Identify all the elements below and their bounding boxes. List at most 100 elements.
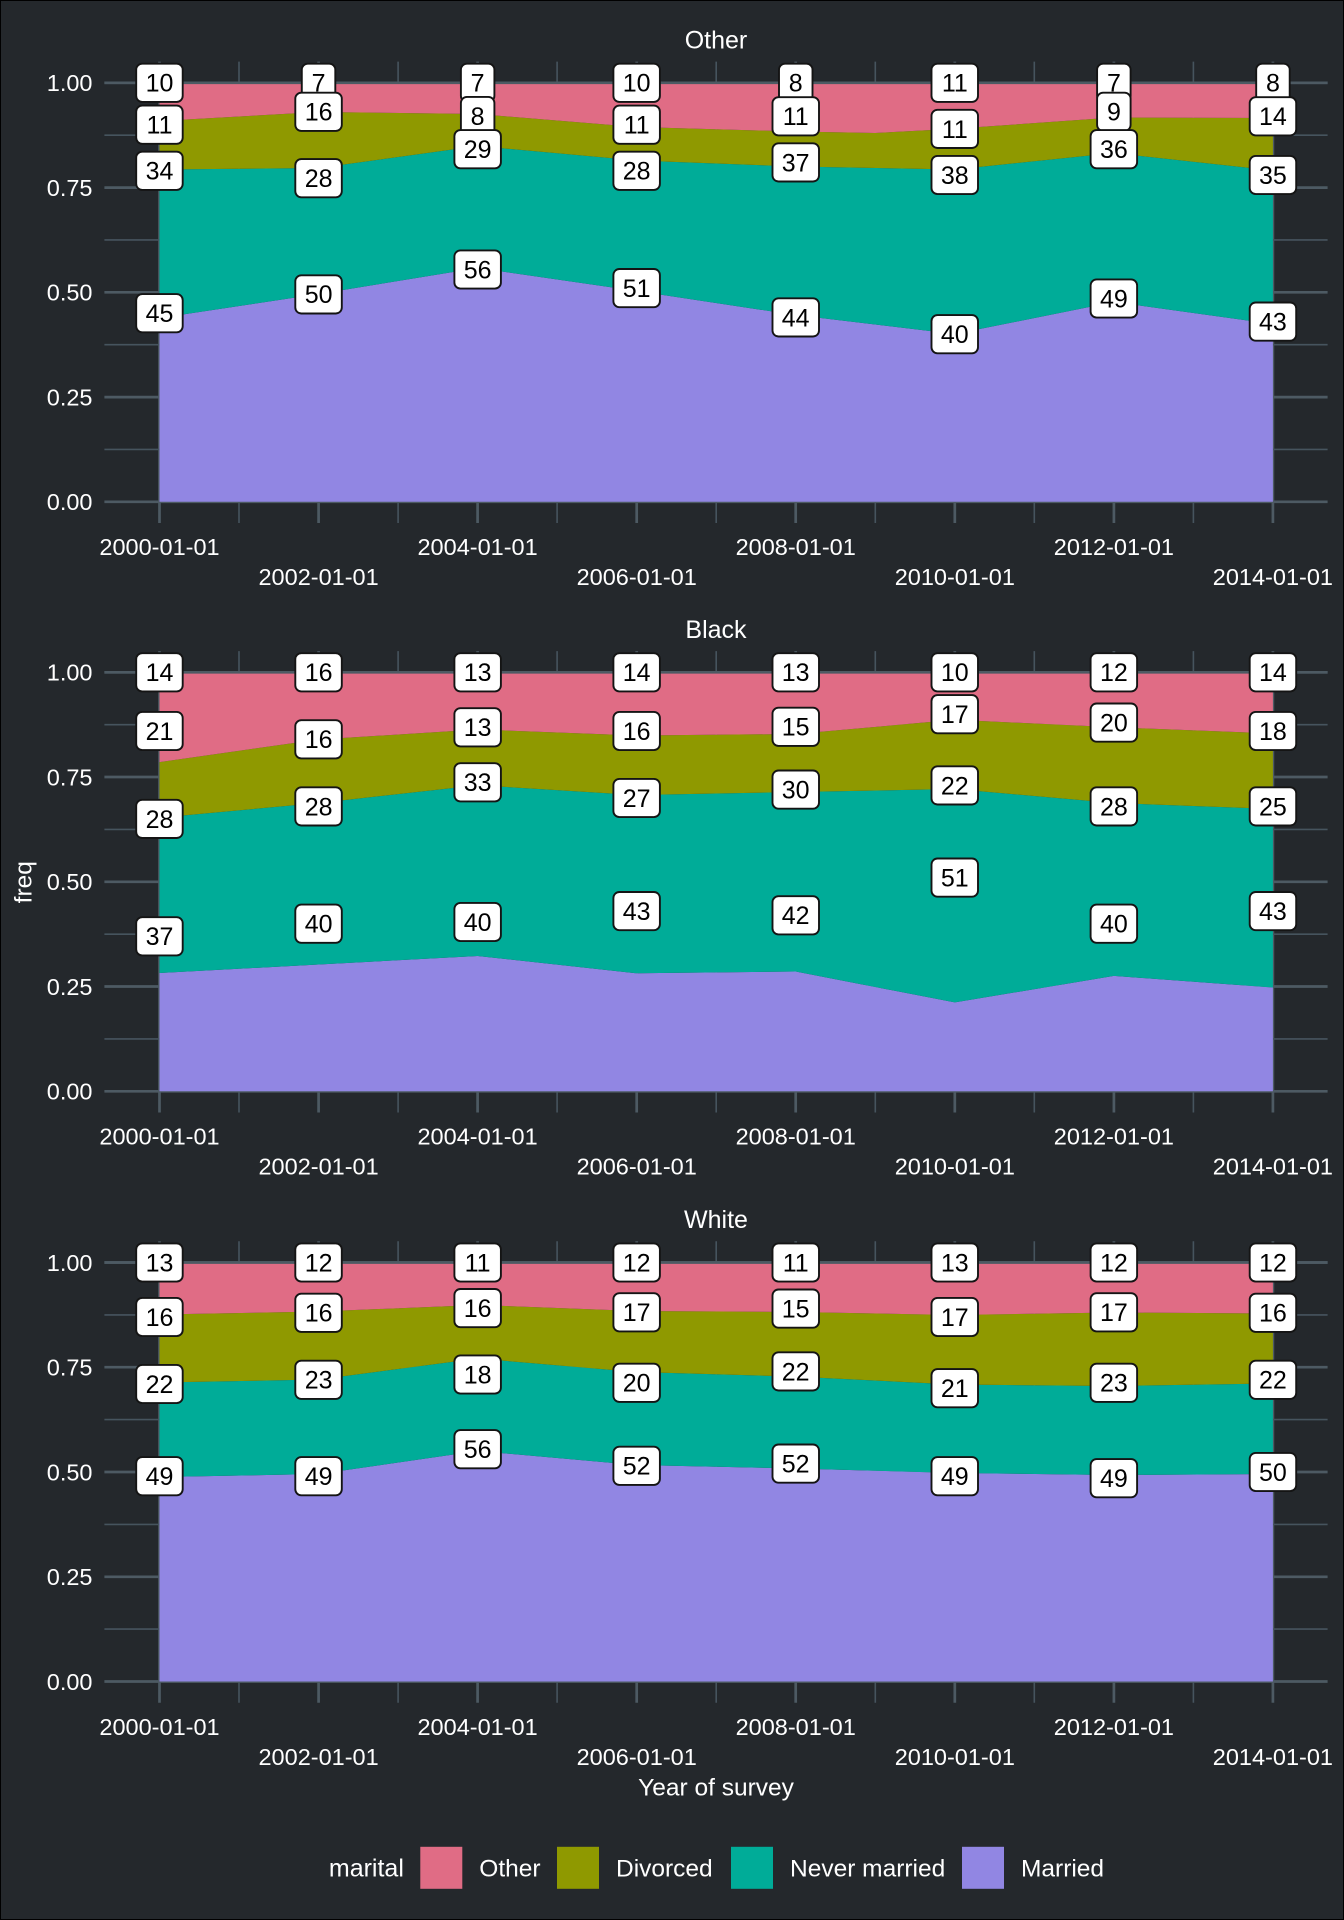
svg-text:43: 43 — [623, 898, 651, 926]
svg-text:12: 12 — [305, 1249, 333, 1277]
svg-text:16: 16 — [305, 726, 333, 754]
svg-text:40: 40 — [305, 911, 333, 939]
svg-text:11: 11 — [465, 1249, 491, 1277]
svg-text:0.00: 0.00 — [47, 489, 93, 515]
svg-text:40: 40 — [941, 321, 969, 349]
svg-text:52: 52 — [623, 1453, 651, 1481]
svg-text:16: 16 — [305, 659, 333, 687]
svg-text:33: 33 — [464, 769, 492, 797]
svg-text:2008-01-01: 2008-01-01 — [736, 1124, 856, 1150]
svg-text:2008-01-01: 2008-01-01 — [736, 534, 856, 560]
svg-text:13: 13 — [464, 659, 492, 687]
svg-text:50: 50 — [1259, 1459, 1287, 1487]
svg-text:2004-01-01: 2004-01-01 — [417, 534, 537, 560]
svg-text:11: 11 — [147, 112, 173, 140]
svg-text:2010-01-01: 2010-01-01 — [895, 1744, 1015, 1770]
svg-text:12: 12 — [1259, 1249, 1287, 1277]
svg-text:8: 8 — [789, 70, 803, 98]
svg-text:49: 49 — [146, 1463, 174, 1491]
svg-text:2010-01-01: 2010-01-01 — [895, 564, 1015, 590]
svg-text:Year of survey: Year of survey — [638, 1775, 794, 1802]
svg-text:56: 56 — [464, 1436, 492, 1464]
svg-text:30: 30 — [782, 777, 810, 805]
svg-text:49: 49 — [1100, 285, 1128, 313]
svg-text:15: 15 — [782, 1296, 810, 1324]
svg-text:11: 11 — [783, 1249, 809, 1277]
svg-text:2000-01-01: 2000-01-01 — [99, 1124, 219, 1150]
svg-text:2002-01-01: 2002-01-01 — [258, 564, 378, 590]
svg-text:7: 7 — [312, 70, 326, 98]
svg-text:2000-01-01: 2000-01-01 — [99, 1714, 219, 1740]
svg-text:35: 35 — [1259, 162, 1287, 190]
svg-text:37: 37 — [146, 923, 174, 951]
svg-text:10: 10 — [146, 70, 174, 98]
svg-text:0.00: 0.00 — [47, 1079, 93, 1105]
svg-text:52: 52 — [782, 1451, 810, 1479]
svg-text:2010-01-01: 2010-01-01 — [895, 1154, 1015, 1180]
svg-text:37: 37 — [782, 149, 810, 177]
svg-text:2012-01-01: 2012-01-01 — [1054, 1124, 1174, 1150]
svg-text:0.75: 0.75 — [47, 1355, 93, 1381]
svg-text:17: 17 — [941, 701, 969, 729]
svg-text:51: 51 — [623, 275, 651, 303]
svg-text:11: 11 — [783, 103, 809, 131]
svg-text:2004-01-01: 2004-01-01 — [417, 1124, 537, 1150]
svg-text:10: 10 — [623, 70, 651, 98]
svg-text:25: 25 — [1259, 793, 1287, 821]
svg-text:17: 17 — [623, 1299, 651, 1327]
svg-text:8: 8 — [1266, 70, 1280, 98]
svg-text:2012-01-01: 2012-01-01 — [1054, 1714, 1174, 1740]
svg-text:20: 20 — [623, 1370, 651, 1398]
svg-text:17: 17 — [1100, 1299, 1128, 1327]
svg-text:15: 15 — [782, 714, 810, 742]
svg-text:2014-01-01: 2014-01-01 — [1213, 564, 1333, 590]
svg-text:18: 18 — [464, 1361, 492, 1389]
svg-text:0.25: 0.25 — [47, 1564, 93, 1590]
svg-text:0.50: 0.50 — [47, 280, 93, 306]
svg-text:16: 16 — [305, 1300, 333, 1328]
svg-text:freq: freq — [11, 861, 38, 903]
svg-text:49: 49 — [305, 1463, 333, 1491]
svg-text:16: 16 — [146, 1304, 174, 1332]
svg-text:40: 40 — [464, 909, 492, 937]
svg-text:43: 43 — [1259, 898, 1287, 926]
svg-text:40: 40 — [1100, 911, 1128, 939]
svg-text:0.25: 0.25 — [47, 384, 93, 410]
svg-text:14: 14 — [1259, 659, 1287, 687]
svg-text:17: 17 — [941, 1304, 969, 1332]
svg-text:42: 42 — [782, 902, 810, 930]
svg-text:2014-01-01: 2014-01-01 — [1213, 1744, 1333, 1770]
svg-text:12: 12 — [1100, 659, 1128, 687]
svg-text:14: 14 — [623, 659, 651, 687]
svg-text:8: 8 — [471, 103, 485, 131]
svg-text:0.75: 0.75 — [47, 764, 93, 790]
svg-text:1.00: 1.00 — [47, 660, 93, 686]
svg-text:20: 20 — [1100, 710, 1128, 738]
svg-text:13: 13 — [146, 1249, 174, 1277]
svg-text:0.00: 0.00 — [47, 1669, 93, 1695]
svg-text:2002-01-01: 2002-01-01 — [258, 1744, 378, 1770]
svg-text:23: 23 — [305, 1367, 333, 1395]
svg-text:7: 7 — [471, 70, 485, 98]
svg-text:0.50: 0.50 — [47, 1459, 93, 1485]
svg-text:51: 51 — [941, 865, 969, 893]
svg-text:28: 28 — [623, 158, 651, 186]
svg-text:49: 49 — [941, 1463, 969, 1491]
svg-text:11: 11 — [624, 112, 650, 140]
svg-text:13: 13 — [941, 1249, 969, 1277]
svg-text:Black: Black — [685, 616, 747, 644]
svg-text:9: 9 — [1107, 99, 1121, 127]
svg-text:34: 34 — [146, 158, 174, 186]
svg-text:44: 44 — [782, 304, 810, 332]
svg-text:22: 22 — [146, 1371, 174, 1399]
svg-text:28: 28 — [1100, 793, 1128, 821]
svg-text:29: 29 — [464, 136, 492, 164]
svg-text:14: 14 — [1259, 103, 1287, 131]
svg-text:Never married: Never married — [790, 1856, 945, 1883]
svg-text:13: 13 — [782, 659, 810, 687]
svg-text:10: 10 — [941, 659, 969, 687]
svg-text:2000-01-01: 2000-01-01 — [99, 534, 219, 560]
svg-text:11: 11 — [942, 70, 968, 98]
svg-text:22: 22 — [1259, 1367, 1287, 1395]
svg-text:28: 28 — [146, 806, 174, 834]
